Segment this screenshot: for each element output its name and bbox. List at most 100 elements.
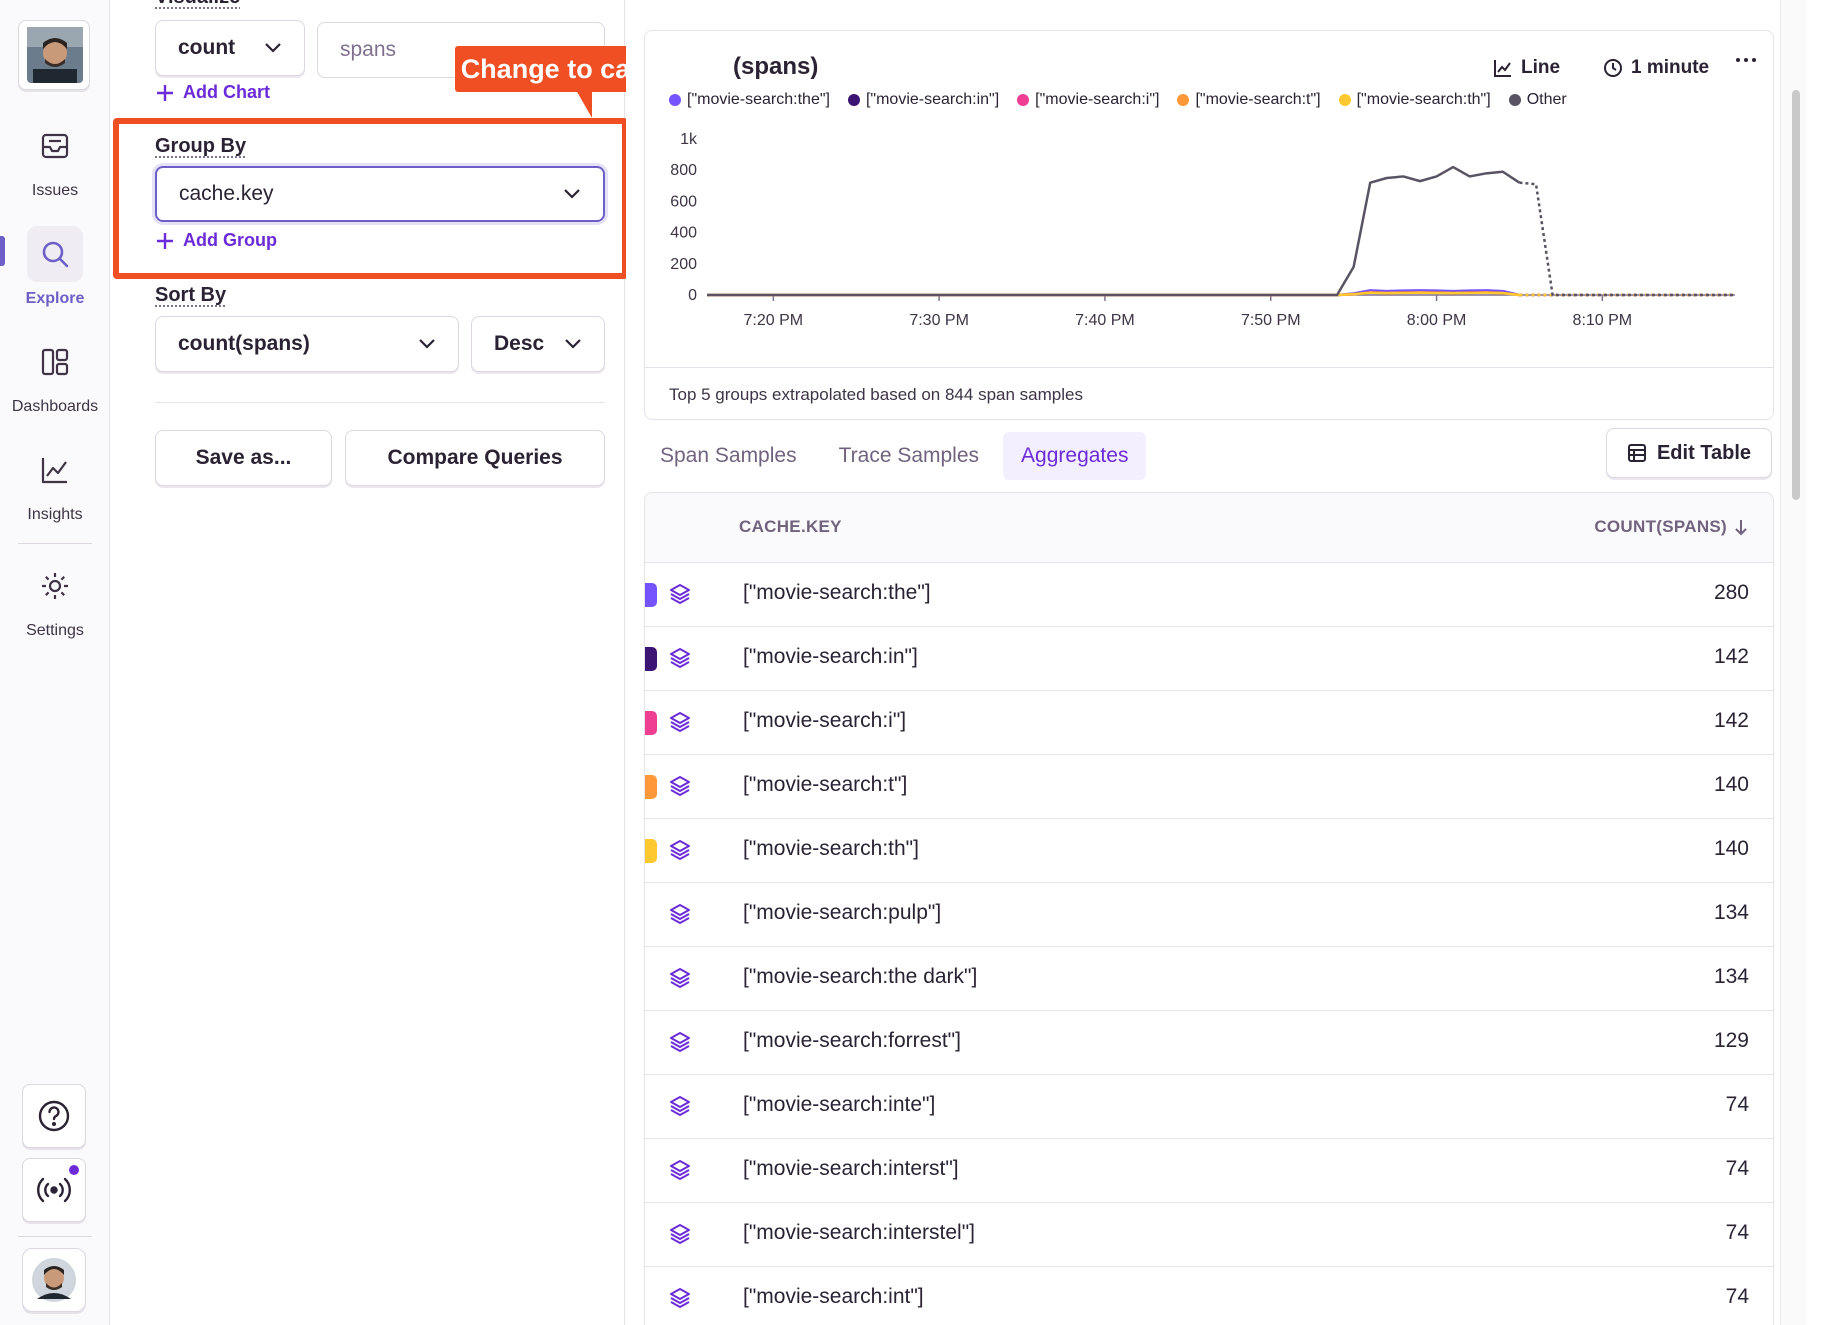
cache-key-cell: ["movie-search:in"] — [743, 645, 918, 668]
table-row[interactable]: ["movie-search:interstel"] 74 — [645, 1203, 1773, 1267]
sort-order-value: Desc — [494, 332, 545, 355]
open-samples-icon[interactable] — [669, 1159, 691, 1181]
aggregate-select[interactable]: count — [155, 20, 305, 76]
table-row[interactable]: ["movie-search:in"] 142 — [645, 627, 1773, 691]
broadcasts-button[interactable] — [22, 1158, 86, 1222]
table-row[interactable]: ["movie-search:i"] 142 — [645, 691, 1773, 755]
y-tick-label: 800 — [670, 162, 697, 179]
open-samples-icon[interactable] — [669, 583, 691, 605]
edit-table-button[interactable]: Edit Table — [1606, 428, 1772, 478]
rail-divider-bottom — [18, 1236, 92, 1237]
open-samples-icon[interactable] — [669, 711, 691, 733]
chart-type-label: Line — [1521, 57, 1561, 78]
table-row[interactable]: ["movie-search:interst"] 74 — [645, 1139, 1773, 1203]
sort-by-title: Sort By — [155, 284, 227, 306]
tab-aggregates[interactable]: Aggregates — [1003, 432, 1147, 480]
cache-key-cell: ["movie-search:th"] — [743, 837, 919, 860]
plus-icon — [157, 84, 173, 101]
active-indicator — [0, 236, 5, 266]
line-chart: 0 200 400 600 800 1k 7:20 PM 7:30 PM 7:40 PM 7:50… — [670, 131, 1735, 329]
x-tick-label: 7:20 PM — [744, 312, 804, 329]
table-row[interactable]: ["movie-search:forrest"] 129 — [645, 1011, 1773, 1075]
open-samples-icon[interactable] — [669, 1095, 691, 1117]
open-samples-icon[interactable] — [669, 1223, 691, 1245]
sort-field-value: count(spans) — [178, 332, 310, 355]
tab-trace-samples[interactable]: Trace Samples — [838, 444, 980, 467]
legend-swatch — [1338, 94, 1351, 106]
count-cell: 74 — [1725, 1285, 1749, 1308]
open-samples-icon[interactable] — [669, 1287, 691, 1309]
chart-more-button[interactable] — [1735, 57, 1757, 63]
column-header-cache-key[interactable]: CACHE.KEY — [739, 517, 842, 536]
y-tick-label: 600 — [670, 193, 697, 210]
help-button[interactable] — [22, 1084, 86, 1148]
table-row[interactable]: ["movie-search:inte"] 74 — [645, 1075, 1773, 1139]
open-samples-icon[interactable] — [669, 647, 691, 669]
table-row[interactable]: ["movie-search:th"] 140 — [645, 819, 1773, 883]
nav-settings-label: Settings — [26, 622, 84, 639]
add-chart-button[interactable]: Add Chart — [155, 82, 270, 103]
table-row[interactable]: ["movie-search:t"] 140 — [645, 755, 1773, 819]
group-by-select[interactable]: cache.key — [155, 166, 605, 222]
legend-item[interactable]: ["movie-search:t"] — [1177, 91, 1321, 109]
compare-queries-button[interactable]: Compare Queries — [345, 430, 605, 486]
sort-order-select[interactable]: Desc — [471, 316, 605, 372]
column-header-count-label: COUNT(SPANS) — [1594, 517, 1727, 536]
interval-select[interactable]: 1 minute — [1603, 57, 1709, 79]
table-row[interactable]: ["movie-search:the"] 280 — [645, 563, 1773, 627]
results-tabs: Span Samples Trace Samples Aggregates — [642, 432, 1147, 480]
chevron-down-icon — [565, 339, 581, 349]
table-row[interactable]: ["movie-search:int"] 74 — [645, 1267, 1773, 1325]
open-samples-icon[interactable] — [669, 903, 691, 925]
open-samples-icon[interactable] — [669, 775, 691, 797]
count-cell: 74 — [1725, 1157, 1749, 1180]
scrollbar-thumb[interactable] — [1792, 90, 1800, 500]
table-icon — [1627, 444, 1646, 462]
legend-label: ["movie-search:t"] — [1195, 91, 1321, 108]
nav-issues[interactable]: Issues — [0, 118, 110, 214]
open-samples-icon[interactable] — [669, 967, 691, 989]
table-row[interactable]: ["movie-search:the dark"] 134 — [645, 947, 1773, 1011]
rail-divider — [18, 543, 92, 544]
legend-item[interactable]: Other — [1508, 91, 1567, 109]
count-cell: 134 — [1713, 901, 1749, 924]
org-avatar[interactable] — [18, 20, 90, 90]
inbox-icon — [41, 133, 69, 159]
dashboard-icon — [41, 348, 69, 376]
table-body: ["movie-search:the"] 280 ["movie-search:in… — [645, 563, 1773, 1325]
chevron-down-icon — [564, 189, 580, 199]
cache-key-cell: ["movie-search:pulp"] — [743, 901, 942, 924]
legend-item[interactable]: ["movie-search:i"] — [1017, 91, 1159, 109]
legend-item[interactable]: ["movie-search:th"] — [1338, 91, 1491, 109]
nav-dashboards[interactable]: Dashboards — [0, 334, 110, 430]
table-row[interactable]: ["movie-search:pulp"] 134 — [645, 883, 1773, 947]
count-cell: 142 — [1713, 709, 1749, 732]
series-line — [707, 165, 1521, 297]
scrollbar[interactable] — [1780, 0, 1806, 1325]
add-group-button[interactable]: Add Group — [155, 230, 277, 251]
nav-insights-label: Insights — [27, 506, 83, 523]
chart-type-select[interactable]: Line — [1493, 57, 1560, 79]
sort-field-select[interactable]: count(spans) — [155, 316, 459, 372]
nav-explore[interactable]: Explore — [0, 226, 110, 322]
cache-key-cell: ["movie-search:the"] — [743, 581, 931, 604]
save-as-button[interactable]: Save as... — [155, 430, 332, 486]
column-header-count[interactable]: COUNT(SPANS) — [1594, 517, 1749, 537]
open-samples-icon[interactable] — [669, 839, 691, 861]
open-samples-icon[interactable] — [669, 1031, 691, 1053]
nav-settings[interactable]: Settings — [0, 558, 110, 654]
interval-label: 1 minute — [1631, 57, 1710, 78]
count-cell: 140 — [1713, 837, 1749, 860]
aggregates-table: CACHE.KEY COUNT(SPANS) ["movie-search:th… — [644, 492, 1774, 1325]
legend-label: ["movie-search:the"] — [687, 91, 830, 108]
x-tick-label: 7:30 PM — [909, 312, 969, 329]
tab-span-samples[interactable]: Span Samples — [660, 444, 797, 467]
cache-key-cell: ["movie-search:t"] — [743, 773, 908, 796]
user-avatar-button[interactable] — [22, 1248, 86, 1312]
legend-item[interactable]: ["movie-search:in"] — [847, 91, 999, 109]
nav-insights[interactable]: Insights — [0, 442, 110, 538]
edit-table-label: Edit Table — [1656, 441, 1752, 464]
nav-explore-label: Explore — [25, 290, 85, 307]
legend-item[interactable]: ["movie-search:the"] — [669, 91, 830, 109]
cache-key-cell: ["movie-search:interstel"] — [743, 1221, 975, 1244]
